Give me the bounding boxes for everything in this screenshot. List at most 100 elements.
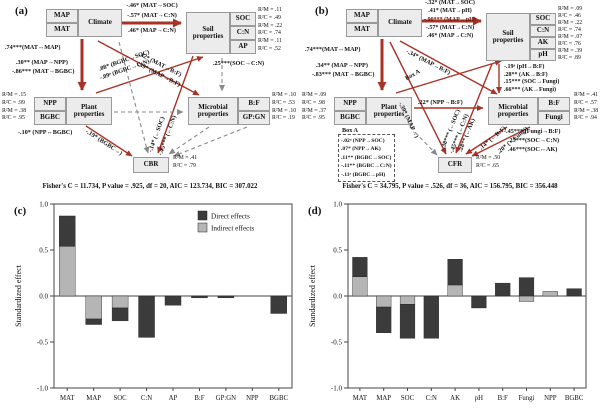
bar-segment [111,307,129,322]
edge-label: .25***(SOC→C:N) [508,137,560,144]
microbial-r2-list: R²M = .41 R²C = .57 R²M = .38 R²C = .94 [574,92,598,123]
edge-label: .66*** (AK→Fungi) [504,86,557,93]
bar-segment [270,295,287,314]
edge-label: -.57* (MAT→C:N) [425,25,475,31]
box-bf: B:F [238,97,270,111]
box-soc: SOC [230,12,256,26]
box-ph: pH [530,49,556,61]
box-gpgn: GP:GN [238,111,270,125]
box-ap: AP [230,40,256,54]
r2-value: R²M = .38 [574,107,599,114]
plant-r2-list: R²M = .09 R²C = .98 R²M = .37 R²C = .95 [302,92,326,123]
bar-segment [376,306,392,334]
box-cbr: CBR [133,157,169,173]
y-tick-label: 1.0 [333,200,342,208]
r2-value: R²M = .09 [302,92,327,98]
r2-value: R²C = .65 [476,162,499,169]
microbial-r2-list: R²M = .10 R²C = .53 R²M = .10 R²C = .19 [272,92,296,123]
box-a-item: -.11ᵃ (BGBC→pH) [341,171,386,178]
r2-value: R²M = .22 [258,22,283,29]
x-tick-label: C:N [141,395,152,402]
y-tick-label: -0.5 [37,338,49,346]
box-map: MAP [346,9,378,23]
x-tick-label: B:F [194,395,204,402]
bar-segment [447,284,463,297]
r2-value: R²M = .10 [272,107,297,114]
r2-value: R²C = .57 [574,99,597,106]
bar-segment [399,304,416,339]
box-cn: C:N [530,25,556,37]
r2-value: R²C = .46 [558,13,581,19]
x-tick-label: AP [169,395,178,402]
box-microbial-properties: Microbial properties [488,97,538,125]
y-tick-label: 0.0 [333,292,342,300]
panel-b-diagram: (b) MAP MAT Climate -.32* (MAT→SOC) .41*… [300,0,600,196]
chart-tag: (c) [14,205,27,217]
r2-value: R²C = .52 [258,45,281,52]
edge-label: Box A [404,68,422,83]
box-microbial-properties: Microbial properties [188,97,238,125]
edge-label: .41* (MAT→pH) [428,8,472,14]
y-tick-label: -0.5 [331,338,343,346]
box-climate: Climate [378,9,422,37]
bar-segment [164,295,182,306]
arrow-microbial2-to-cbr-dashed [173,126,248,157]
bar-segment [59,215,76,247]
y-tick-label: 0.5 [39,246,48,254]
x-tick-label: MAT [60,395,75,402]
soil-r2-list: R²M = .11 R²C = .49 R²M = .22 R²C = .74 … [258,7,282,54]
panel-b-tag: (b) [315,5,329,17]
bar-segment [85,318,102,325]
box-climate: Climate [78,9,122,37]
r2-value: R²C = .76 [558,41,581,47]
box-mat: MAT [346,23,378,37]
bar-segment [518,295,535,302]
legend-label: Direct effects [211,213,250,221]
r2-value: R²C = .94 [574,115,597,122]
box-map: MAP [46,9,78,23]
box-a-item: .11** (BGBC→SOC) [341,154,392,161]
y-axis-label: Standardized effect [308,264,317,327]
cbr-r2-list: R²M = .41 R²C = .79 [173,155,197,171]
y-tick-label: 0.5 [333,246,342,254]
edge-label: -.90*** (MAP→pH) [424,16,476,23]
y-axis-label: Standardized effect [14,264,23,327]
edge-label: .28** (AK→B:F) [504,71,548,78]
box-cfr: CFR [438,157,472,173]
legend-label: Indirect effects [211,225,254,233]
edge-label: .30** (MAP→NPP) [16,59,68,66]
legend-swatch [197,222,208,233]
y-tick-label: 0.0 [39,292,48,300]
r2-value: R²M = .09 [558,6,583,12]
edge-label: .15*** (SOC→Fungi) [504,79,560,86]
box-a-panel: -.02ᵃ (NPP→SOC) .07* (NPP→AK) .11** (BGB… [338,134,395,183]
edge-label: .25***(SOC→C:N) [213,60,265,67]
model-fit-stats: Fisher's C = 11.734, P value = .925, df … [42,183,258,190]
bar-segment [423,295,439,339]
x-tick-label: MAT [353,395,368,402]
edge-label: -.32* (MAT→SOC) [425,0,475,6]
box-bf: B:F [538,97,570,111]
y-tick-label: 1.0 [39,200,48,208]
bar-segment [471,295,487,309]
edge-label: .46* (MAP→C:N) [426,33,474,39]
r2-value: R²M = .15 [2,92,27,98]
chart-c: (c) 1.0 0.5 0.0 -0.5 -1.0 Standardized effect M… [14,200,293,402]
edge-label: .74***(MAT↔MAP) [5,44,61,51]
box-soc: SOC [530,13,556,25]
x-tick-label: B:F [498,395,508,402]
r2-value: R²C = .49 [258,14,281,21]
r2-value: R²C = .99 [2,99,25,106]
edge-label: .74***(MAT↔MAP) [305,46,361,53]
r2-value: R²C = .79 [173,162,196,169]
r2-value: R²C = .74 [558,27,581,33]
r2-value: R²C = .89 [558,55,581,61]
bar-segment [59,246,76,297]
box-a-item: -.02ᵃ (NPP→SOC) [341,138,385,144]
r2-value: R²C = .19 [272,115,295,122]
bar-segment [399,295,416,305]
soil-r2-list: R²M = .09 R²C = .46 R²M = .22 R²C = .74 … [558,6,582,62]
arrow-microbial-to-cbr-dashed [168,126,210,155]
bar-segment [138,295,155,338]
